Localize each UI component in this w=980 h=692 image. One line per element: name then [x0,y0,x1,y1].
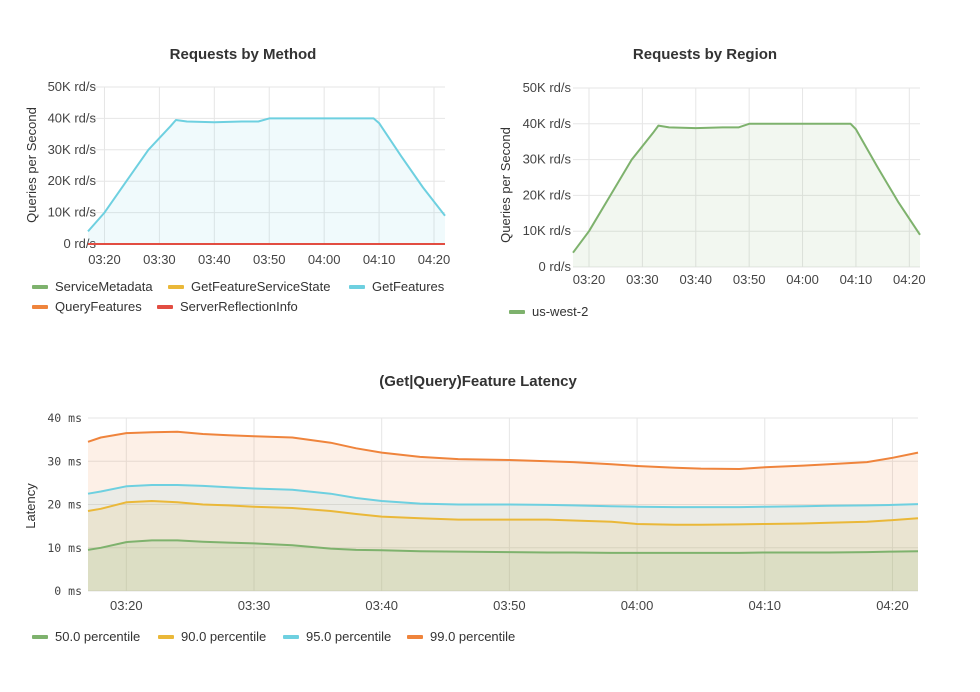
y-axis-label: Queries per Second [24,107,39,223]
series-line-90-0-percentile [87,500,919,526]
legend-label: GetFeatures [372,279,445,294]
series-area-us-west-2 [573,123,920,267]
x-tick-label: 04:10 [840,272,873,287]
x-tick-label: 03:20 [573,272,606,287]
y-tick-label: 20K rd/s [523,187,572,202]
x-tick-label: 03:30 [143,252,176,267]
x-tick-label: 04:20 [893,272,926,287]
y-tick-label: 40K rd/s [523,116,572,131]
legend-label: 99.0 percentile [430,629,515,644]
legend-label: 90.0 percentile [181,629,266,644]
chart-title: Requests by Region [633,46,777,63]
x-tick-label: 04:00 [308,252,341,267]
x-tick-label: 03:40 [365,598,398,613]
y-tick-label: 0 rd/s [538,259,571,274]
chart-title: Requests by Method [170,46,317,63]
legend-swatch [158,635,174,639]
legend-swatch [32,635,48,639]
legend-swatch [32,305,48,309]
y-tick-label: 10K rd/s [523,223,572,238]
series-line-99-0-percentile [87,430,919,470]
legend-label: ServerReflectionInfo [180,299,298,314]
y-tick-label: 30 ms [47,454,82,468]
x-tick-label: 04:20 [876,598,909,613]
x-tick-label: 04:00 [621,598,654,613]
y-tick-label: 20K rd/s [48,173,97,188]
y-axis-label: Queries per Second [498,127,513,243]
y-tick-label: 50K rd/s [48,79,97,94]
legend-label: us-west-2 [532,304,588,319]
x-tick-label: 04:10 [363,252,396,267]
series-area-90-0-percentile [88,501,918,591]
series-line-50-0-percentile [87,539,919,554]
legend-swatch [509,310,525,314]
y-tick-label: 40K rd/s [48,110,97,125]
series-area-getfeatures [88,118,445,244]
y-tick-label: 50K rd/s [523,80,572,95]
y-tick-label: 10 ms [47,541,82,555]
y-tick-label: 0 ms [54,584,82,598]
x-tick-label: 03:20 [110,598,143,613]
x-tick-label: 04:20 [418,252,451,267]
series-area-99-0-percentile [88,431,918,591]
x-tick-label: 03:40 [198,252,231,267]
legend-label: GetFeatureServiceState [191,279,330,294]
legend-swatch [168,285,184,289]
y-tick-label: 30K rd/s [523,152,572,167]
legend-label: QueryFeatures [55,299,142,314]
chart-3: (Get|Query)Feature Latency 0 ms 10 ms 20 ms… [23,373,919,644]
y-tick-label: 10K rd/s [48,205,97,220]
legend-swatch [349,285,365,289]
x-tick-label: 03:20 [88,252,121,267]
legend-swatch [32,285,48,289]
x-tick-label: 03:50 [253,252,286,267]
x-tick-label: 03:30 [238,598,271,613]
x-tick-label: 03:40 [680,272,713,287]
chart-1: Requests by Method 0 rd/s 10K rd/s 20K rd/s… [24,46,450,314]
y-tick-label: 30K rd/s [48,142,97,157]
chart-2: Requests by Region 0 rd/s 10K rd/s 20K rd/s… [498,46,926,319]
x-tick-label: 04:10 [748,598,781,613]
legend-label: 95.0 percentile [306,629,391,644]
legend-swatch [407,635,423,639]
y-tick-label: 40 ms [47,411,82,425]
y-tick-label: 20 ms [47,498,82,512]
legend-swatch [283,635,299,639]
legend-label: ServiceMetadata [55,279,153,294]
series-area-95-0-percentile [88,485,918,591]
x-tick-label: 03:50 [733,272,766,287]
legend-label: 50.0 percentile [55,629,140,644]
chart-title: (Get|Query)Feature Latency [379,373,577,390]
series-line-95-0-percentile [87,484,919,509]
x-tick-label: 03:50 [493,598,526,613]
y-tick-label: 0 rd/s [63,236,96,251]
y-axis-label: Latency [23,483,38,529]
x-tick-label: 03:30 [626,272,659,287]
x-tick-label: 04:00 [786,272,819,287]
legend-swatch [157,305,173,309]
